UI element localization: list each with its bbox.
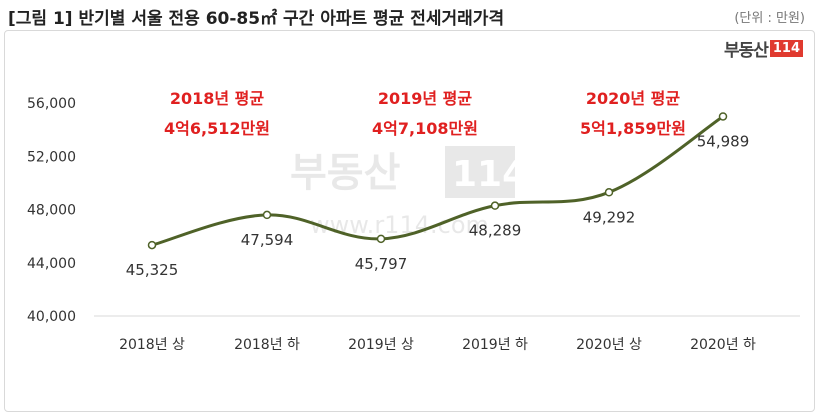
watermark-text: 부동산	[290, 150, 401, 196]
logo-number: 114	[769, 40, 803, 57]
y-tick-label: 56,000	[27, 96, 76, 112]
data-point	[490, 201, 500, 210]
data-label: 48,289	[469, 222, 522, 240]
watermark-box	[445, 146, 515, 198]
y-tick-label: 40,000	[27, 309, 76, 325]
annotation-value: 4억7,108만원	[372, 119, 478, 138]
data-label: 54,989	[697, 132, 750, 150]
data-label: 45,797	[355, 255, 408, 273]
data-point	[262, 210, 272, 220]
annotation-value: 5억1,859만원	[580, 119, 686, 138]
chart-title: [그림 1] 반기별 서울 전용 60-85㎡ 구간 아파트 평균 전세거래가격	[8, 9, 505, 29]
chart-frame	[4, 30, 815, 412]
annotation-year: 2019년 평균	[378, 89, 473, 108]
y-tick-label: 52,000	[27, 149, 76, 165]
y-tick-label: 44,000	[27, 256, 76, 272]
x-tick-label: 2018년 하	[234, 337, 300, 353]
x-tick-label: 2019년 상	[348, 337, 414, 353]
watermark-number: 114	[452, 154, 527, 195]
x-tick-label: 2018년 상	[119, 337, 185, 353]
data-label: 49,292	[583, 208, 636, 226]
x-tick-label: 2020년 하	[690, 337, 756, 353]
x-tick-label: 2019년 하	[462, 337, 528, 353]
annotation-year: 2020년 평균	[586, 89, 681, 108]
brand-logo: 부동산 114	[724, 36, 803, 61]
data-point	[718, 112, 728, 121]
watermark: 부동산 114 www.r114.com	[290, 146, 527, 239]
y-tick-label: 48,000	[27, 203, 76, 219]
data-point	[376, 234, 386, 244]
logo-text: 부동산	[723, 41, 769, 61]
x-tick-label: 2020년 상	[576, 337, 642, 353]
annotation-value: 4억6,512만원	[164, 119, 270, 138]
annotation-year: 2018년 평균	[170, 89, 265, 108]
data-label: 47,594	[241, 231, 294, 249]
data-point	[604, 188, 614, 197]
unit-label: (단위 : 만원)	[734, 11, 805, 26]
data-point	[147, 240, 157, 250]
data-label: 45,325	[126, 261, 179, 279]
series-line	[151, 115, 724, 247]
